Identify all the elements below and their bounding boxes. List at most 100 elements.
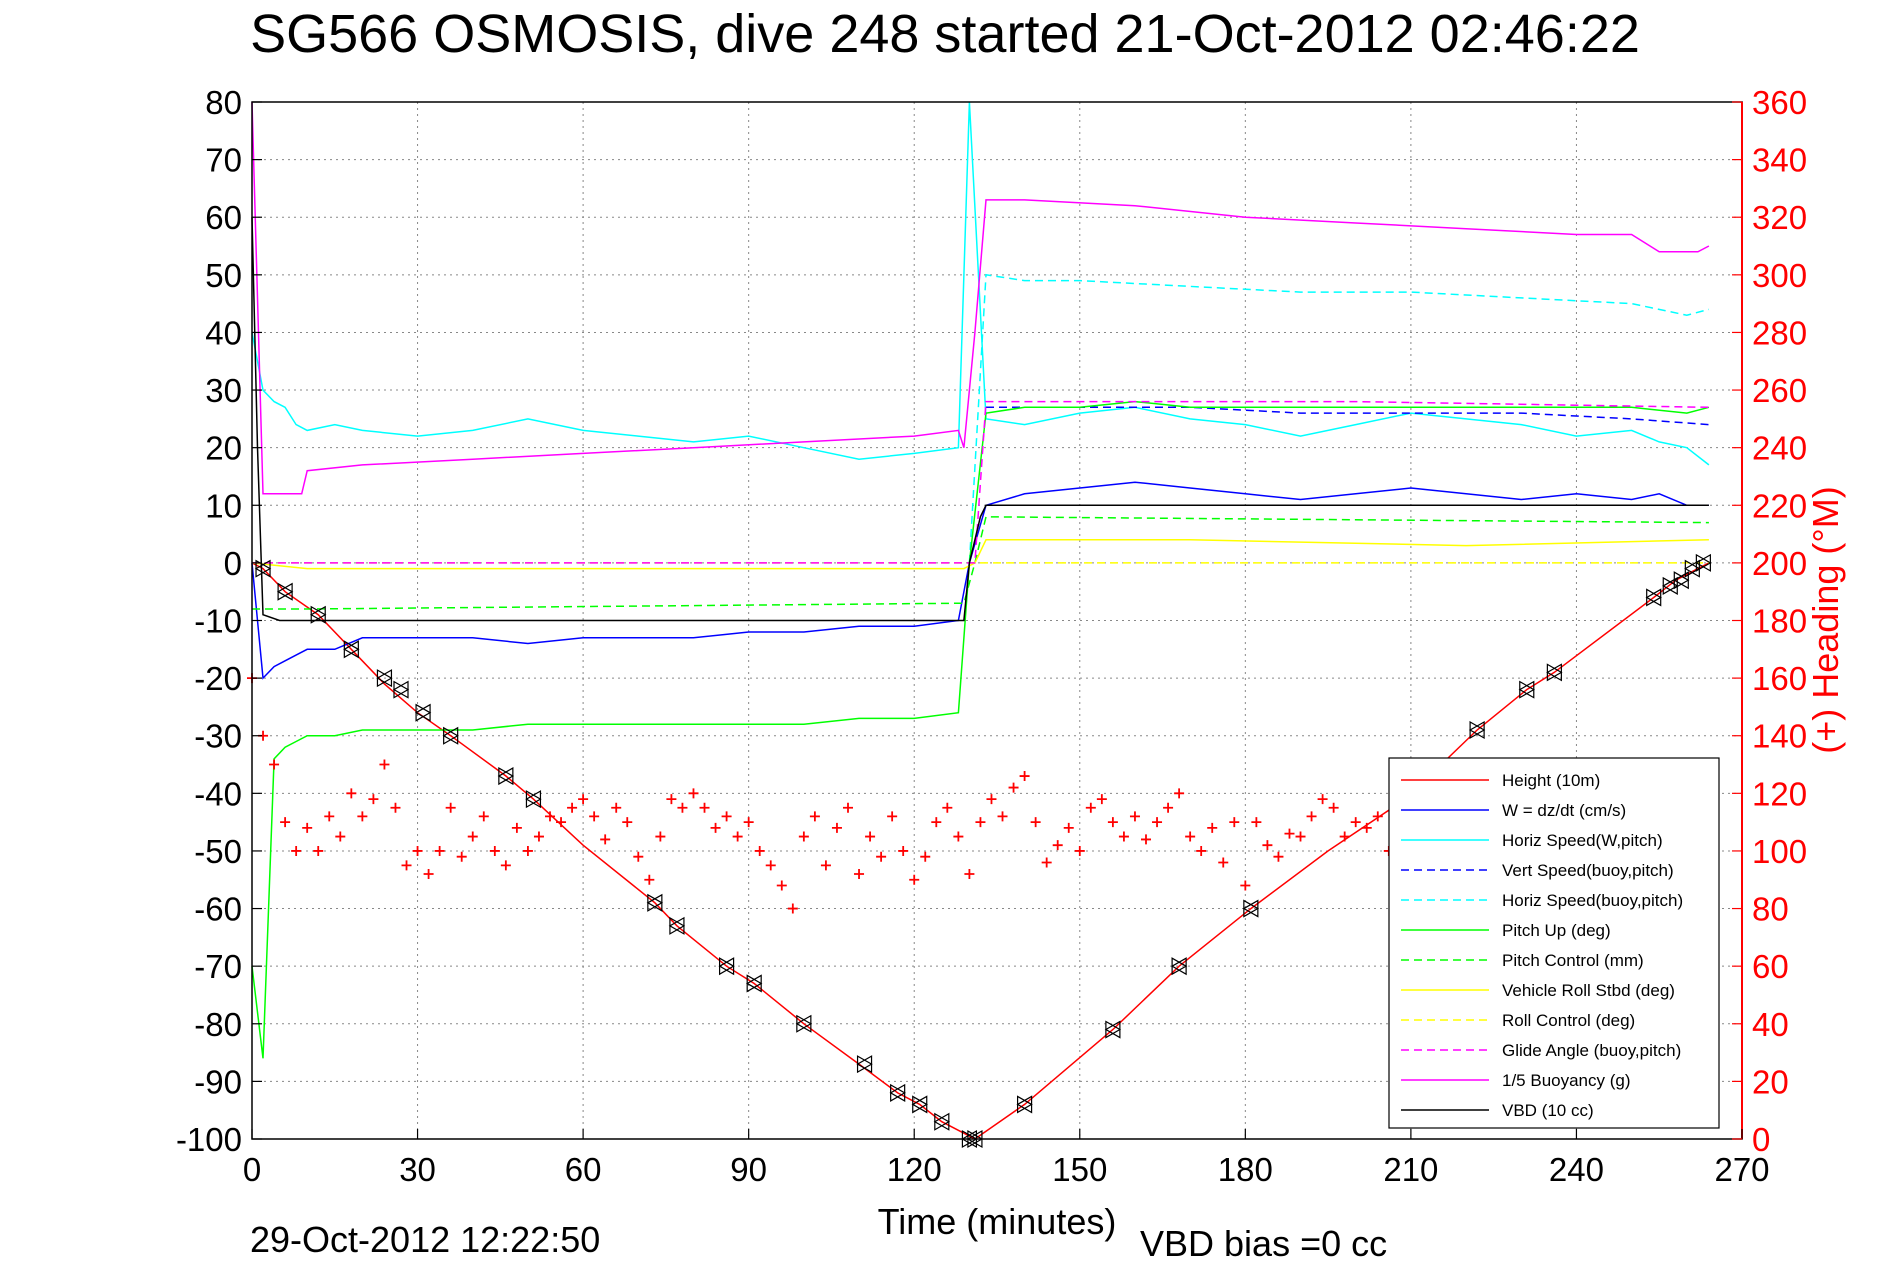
heading-point <box>1317 794 1328 805</box>
x-tick-label: 90 <box>730 1151 767 1188</box>
series-vbd-10-cc <box>251 217 1709 622</box>
y-axis-ticks: 80 70 60 50 40 30 20 10 0 -10 -20 -30 -40 -50 -60 -70 -8… <box>176 84 262 1158</box>
right-axis-ticks: 3603403203002802602402202001801601401201… <box>1732 84 1807 1158</box>
legend-label: Glide Angle (buoy,pitch) <box>1502 1041 1681 1060</box>
x-tick-label: 210 <box>1383 1151 1438 1188</box>
heading-point <box>975 817 986 828</box>
heading-point <box>865 831 876 842</box>
depth-marker-left <box>376 669 393 688</box>
vbd-bias-note: VBD bias =0 cc <box>1140 1223 1387 1262</box>
heading-point <box>622 817 633 828</box>
heading-point <box>854 868 865 879</box>
heading-point <box>732 831 743 842</box>
legend-label: Horiz Speed(W,pitch) <box>1502 831 1663 850</box>
heading-point <box>743 817 754 828</box>
legend: Height (10m) W = dz/dt (cm/s) Horiz Speed(… <box>1388 757 1720 1129</box>
heading-point <box>423 868 434 879</box>
heading-point <box>1240 880 1251 891</box>
heading-point <box>567 802 578 813</box>
right-tick-label: 60 <box>1752 948 1789 985</box>
heading-point <box>964 868 975 879</box>
depth-marker-left <box>1518 680 1535 699</box>
legend-label: Pitch Up (deg) <box>1502 921 1611 940</box>
depth-marker-left <box>1695 553 1711 572</box>
legend-label: W = dz/dt (cm/s) <box>1502 801 1626 820</box>
x-tick-label: 240 <box>1549 1151 1604 1188</box>
heading-point <box>898 845 909 856</box>
depth-marker-left <box>1468 720 1485 739</box>
heading-point <box>280 817 291 828</box>
y-tick-label: 20 <box>205 430 242 467</box>
series-1-5-buoyancy-g <box>251 101 1710 495</box>
depth-marker-left <box>646 893 663 912</box>
heading-point <box>522 845 533 856</box>
heading-point <box>986 794 997 805</box>
heading-point <box>787 903 798 914</box>
legend-label: Roll Control (deg) <box>1502 1011 1635 1030</box>
heading-point <box>942 802 953 813</box>
heading-point <box>1339 831 1350 842</box>
y-tick-label: 30 <box>205 372 242 409</box>
heading-point <box>611 802 622 813</box>
heading-point <box>754 845 765 856</box>
heading-point <box>843 802 853 813</box>
legend-label: Vert Speed(buoy,pitch) <box>1502 861 1674 880</box>
heading-point <box>633 851 644 862</box>
depth-marker-left <box>668 916 685 935</box>
y-tick-label: 80 <box>205 84 242 121</box>
heading-point <box>710 822 721 833</box>
depth-marker-right <box>393 680 410 699</box>
series-layer <box>251 101 1710 1140</box>
x-tick-label: 0 <box>243 1151 261 1188</box>
heading-point <box>1063 822 1074 833</box>
heading-point <box>677 802 688 813</box>
depth-marker-left <box>392 680 409 699</box>
x-axis-ticks: 0 30 60 90 120 150 180 210 240 270 <box>243 1129 1770 1188</box>
heading-point <box>434 845 445 856</box>
heading-point <box>1306 811 1317 822</box>
right-tick-label: 80 <box>1752 891 1789 928</box>
heading-point <box>831 822 842 833</box>
depth-marker-left <box>442 726 459 745</box>
depth-marker-left <box>1645 588 1662 607</box>
heading-point <box>699 802 710 813</box>
y-tick-label: -60 <box>194 891 242 928</box>
heading-point <box>357 811 368 822</box>
depth-marker-left <box>310 605 326 624</box>
heading-point <box>533 831 544 842</box>
depth-marker-left <box>1170 957 1187 976</box>
heading-point <box>1273 851 1284 862</box>
depth-marker-left <box>795 1014 812 1033</box>
heading-point <box>1185 831 1196 842</box>
heading-point <box>1295 831 1306 842</box>
depth-marker-left <box>1546 663 1562 682</box>
heading-point <box>467 831 478 842</box>
right-tick-label: 120 <box>1752 775 1807 812</box>
heading-point <box>1361 822 1372 833</box>
heading-point <box>1372 811 1383 822</box>
heading-point <box>1129 811 1140 822</box>
heading-point <box>655 831 666 842</box>
heading-point <box>456 851 467 862</box>
legend-label: Height (10m) <box>1502 771 1600 790</box>
heading-point <box>1141 834 1151 845</box>
y-tick-label: -10 <box>194 603 242 640</box>
depth-marker-left <box>1673 571 1689 590</box>
series-vert-speed-buoy-pitch <box>986 406 1709 426</box>
y-tick-label: 0 <box>224 545 242 582</box>
heading-point <box>412 845 423 856</box>
heading-point <box>335 831 346 842</box>
heading-point <box>269 759 280 770</box>
depth-marker-left <box>718 957 735 976</box>
x-tick-label: 150 <box>1052 1151 1107 1188</box>
heading-point <box>545 811 555 822</box>
heading-point <box>1019 771 1030 782</box>
heading-point <box>302 822 313 833</box>
heading-point <box>1262 840 1273 851</box>
y-tick-label: -40 <box>194 775 242 812</box>
y-tick-label: -50 <box>194 833 242 870</box>
heading-point <box>776 880 787 891</box>
legend-label: Vehicle Roll Stbd (deg) <box>1502 981 1675 1000</box>
heading-point <box>688 788 699 799</box>
